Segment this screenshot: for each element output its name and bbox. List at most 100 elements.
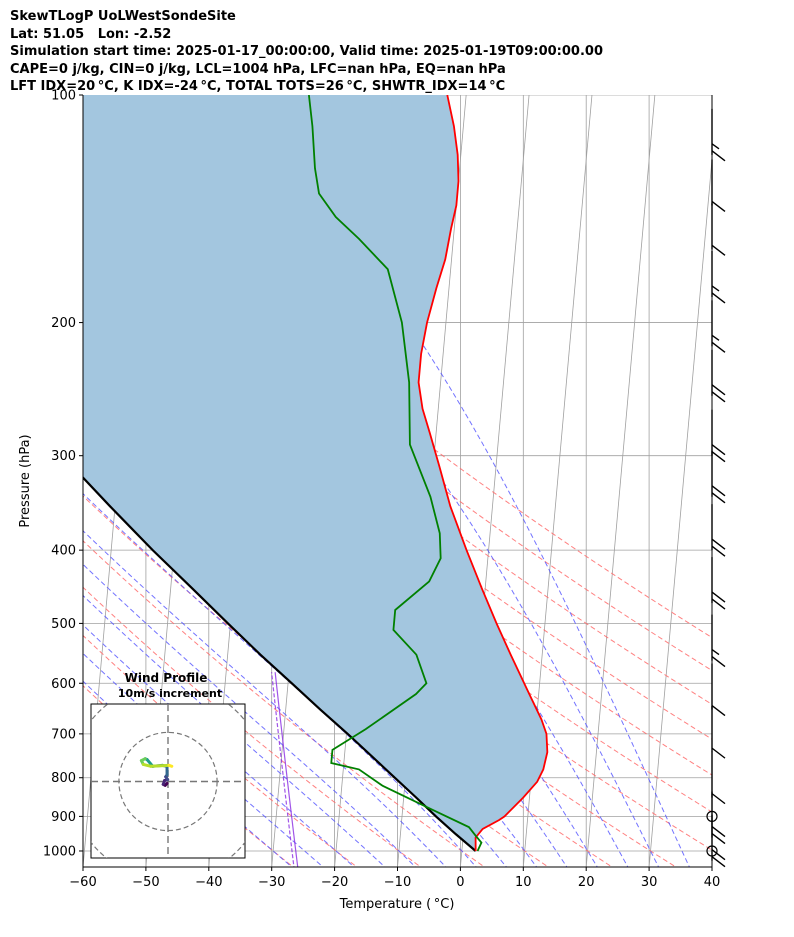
chart-title-line: CAPE=0 j/kg, CIN=0 j/kg, LCL=1004 hPa, L… (10, 61, 506, 77)
wind-barb-flag (711, 444, 726, 456)
wind-barb-flag (711, 793, 726, 805)
wind-barb-flag (711, 538, 726, 550)
moist-adiabat-line (83, 594, 386, 867)
wind-barb-flag (711, 833, 726, 845)
wind-barb-flag (711, 856, 726, 868)
moist-adiabat-line (83, 652, 324, 867)
parcel-profile-line (83, 476, 477, 852)
wind-barb (711, 159, 726, 213)
chart-title-line: Lat: 51.05 Lon: -2.52 (10, 26, 172, 42)
y-tick-label: 100 (51, 89, 76, 104)
hodograph-inset (90, 703, 246, 859)
dewpoint-profile-line (308, 95, 483, 852)
wind-barb (711, 557, 726, 610)
moist-adiabat-line (83, 563, 417, 867)
wind-barb-flag (711, 826, 726, 838)
wind-barb-flag (711, 591, 726, 603)
y-tick-label: 400 (51, 544, 76, 559)
wind-barb (711, 751, 726, 805)
x-tick-label: −50 (132, 875, 159, 890)
x-tick-label: −40 (195, 875, 222, 890)
wind-barb-flag (711, 341, 726, 353)
x-tick-label: 30 (641, 875, 658, 890)
wind-barb (711, 663, 726, 717)
wind-barb (711, 706, 726, 759)
wind-barb-flag (711, 545, 726, 557)
wind-barb (711, 504, 726, 557)
wind-barb-flag (711, 150, 726, 162)
y-tick-label: 200 (51, 316, 76, 331)
wind-barb-flag (711, 747, 726, 759)
mixing-ratio-line (274, 672, 299, 867)
x-tick-label: 40 (704, 875, 721, 890)
x-tick-label: −20 (321, 875, 348, 890)
hodograph-trace-segment (149, 763, 171, 768)
chart-title-line: LFT IDX=20 °C, K IDX=-24 °C, TOTAL TOTS=… (10, 79, 506, 94)
dry-adiabat-line (83, 540, 486, 867)
wind-barbs (706, 108, 726, 868)
wind-barb (711, 349, 726, 403)
hodograph-subtitle: 10m/s increment (118, 687, 222, 700)
y-tick-label: 1000 (43, 844, 76, 859)
wind-barb (711, 814, 726, 868)
calm-wind-marker (706, 810, 718, 822)
x-tick-label: 10 (515, 875, 532, 890)
wind-barb (711, 791, 726, 845)
wind-barb-flag (711, 849, 726, 861)
wind-barb-flag (711, 492, 726, 504)
wind-barb (711, 409, 726, 463)
x-tick-label: −30 (258, 875, 285, 890)
axes: −60 −50 −40 −30 −20 −10 0 10 20 30 40 1000 900 800 700… (43, 89, 720, 891)
y-tick-label: 600 (51, 677, 76, 692)
hodograph-plot (91, 704, 245, 858)
wind-barb (711, 250, 726, 304)
wind-barb-flag (711, 391, 726, 403)
wind-barb-flag (711, 485, 726, 497)
wind-barb-flag (711, 656, 726, 668)
wind-barb (711, 450, 726, 504)
chart-title-line: Simulation start time: 2025-01-17_00:00:… (10, 44, 603, 59)
calm-wind-marker (706, 845, 718, 857)
y-tick-label: 900 (51, 810, 76, 825)
wind-barb-flag (711, 244, 726, 256)
mixing-ratio-line (270, 672, 295, 867)
hodograph-trace-segment (167, 763, 174, 768)
isotherm-line (648, 155, 712, 867)
moist-adiabat-line (213, 95, 690, 867)
y-tick-label: 300 (51, 449, 76, 464)
wind-barb-flag (711, 292, 726, 304)
isotherm-line (711, 862, 712, 867)
parcel-temperature-shading (83, 95, 548, 851)
wind-barb-flag (711, 598, 726, 610)
y-tick-label: 800 (51, 771, 76, 786)
wind-barb (711, 614, 726, 668)
wind-barb-half-flag (711, 143, 720, 150)
hodograph-title: Wind Profile (125, 671, 208, 685)
x-tick-label: −60 (69, 875, 96, 890)
wind-barb-half-flag (711, 649, 720, 656)
moist-adiabat-line (83, 624, 355, 867)
x-tick-label: 20 (578, 875, 595, 890)
y-tick-label: 700 (51, 727, 76, 742)
wind-barb-flag (711, 451, 726, 463)
moist-adiabat-line (83, 95, 660, 867)
isotherm-line (585, 95, 656, 867)
wind-barb-flag (711, 704, 726, 717)
x-axis-label: Temperature ( °C) (339, 897, 455, 912)
wind-barb-half-flag (711, 334, 720, 341)
chart-title-line: SkewTLogP UoLWestSondeSite (10, 9, 236, 24)
wind-barb-flag (711, 200, 726, 213)
moist-adiabat-line (83, 530, 447, 867)
wind-barb (711, 108, 726, 162)
temperature-profile-line (417, 95, 549, 851)
chart-title-block: SkewTLogP UoLWestSondeSite Lat: 51.05 Lon… (10, 8, 603, 96)
x-tick-label: −10 (384, 875, 411, 890)
y-tick-label: 500 (51, 617, 76, 632)
x-tick-label: 0 (456, 875, 464, 890)
wind-barb (711, 203, 726, 256)
wind-barb-flag (711, 384, 726, 396)
dry-adiabat-line (83, 586, 422, 867)
wind-barb-half-flag (711, 285, 720, 292)
y-axis-label: Pressure (hPa) (18, 434, 33, 527)
